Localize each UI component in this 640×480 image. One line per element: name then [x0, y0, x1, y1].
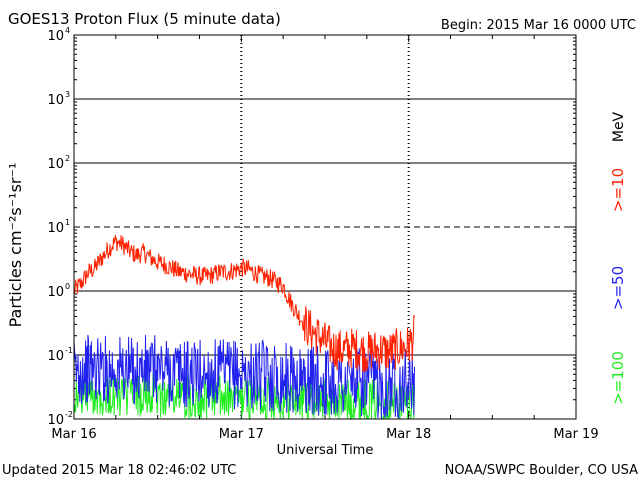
y-tick-label: 10 0	[47, 282, 70, 300]
y-tick-exponent: 3	[65, 90, 70, 99]
series-line-50mev	[73, 334, 415, 419]
x-tick-label: Mar 17	[219, 427, 264, 442]
legend-series-100mev: >=100	[609, 351, 627, 405]
series-line-10mev	[73, 235, 415, 372]
y-tick-exponent: 4	[65, 26, 70, 35]
updated-timestamp: Updated 2015 Mar 18 02:46:02 UTC	[2, 463, 236, 478]
y-tick-exponent: -1	[65, 346, 73, 355]
legend-series-50mev: >=50	[609, 266, 627, 310]
y-tick-label: 10 -2	[47, 410, 73, 428]
y-tick-exponent: 1	[65, 218, 70, 227]
legend-series-10mev: >=10	[609, 168, 627, 212]
y-tick-label: 10 2	[47, 154, 70, 172]
series-layer	[73, 235, 415, 421]
begin-time-label: Begin: 2015 Mar 16 0000 UTC	[441, 18, 636, 33]
legend: MeV >=10 >=50 >=100	[609, 111, 627, 404]
y-tick-base: 10	[47, 29, 64, 44]
y-tick-base: 10	[47, 221, 64, 236]
y-tick-base: 10	[47, 285, 64, 300]
y-axis-label: Particles cm⁻²s⁻¹sr⁻¹	[6, 163, 25, 328]
x-tick-label: Mar 19	[553, 427, 598, 442]
x-tick-label: Mar 16	[51, 427, 96, 442]
y-tick-exponent: 0	[65, 282, 70, 291]
y-tick-exponent: 2	[65, 154, 70, 163]
x-tick-labels: Mar 16 Mar 17 Mar 18 Mar 19	[51, 427, 598, 442]
y-tick-label: 10 4	[47, 26, 70, 44]
y-tick-exponent: -2	[65, 410, 73, 419]
y-tick-base: 10	[47, 349, 64, 364]
y-tick-label: 10 1	[47, 218, 70, 236]
source-credit: NOAA/SWPC Boulder, CO USA	[445, 463, 638, 478]
legend-unit-mev: MeV	[611, 111, 627, 142]
y-tick-base: 10	[47, 413, 64, 428]
y-tick-label: 10 3	[47, 90, 70, 108]
x-axis-label: Universal Time	[277, 443, 374, 458]
y-tick-base: 10	[47, 157, 64, 172]
x-tick-label: Mar 18	[386, 427, 431, 442]
series-line-100mev	[73, 372, 415, 421]
plot-frame	[73, 34, 577, 420]
chart-title: GOES13 Proton Flux (5 minute data)	[8, 10, 281, 28]
y-tick-label: 10 -1	[47, 346, 73, 364]
y-tick-base: 10	[47, 93, 64, 108]
